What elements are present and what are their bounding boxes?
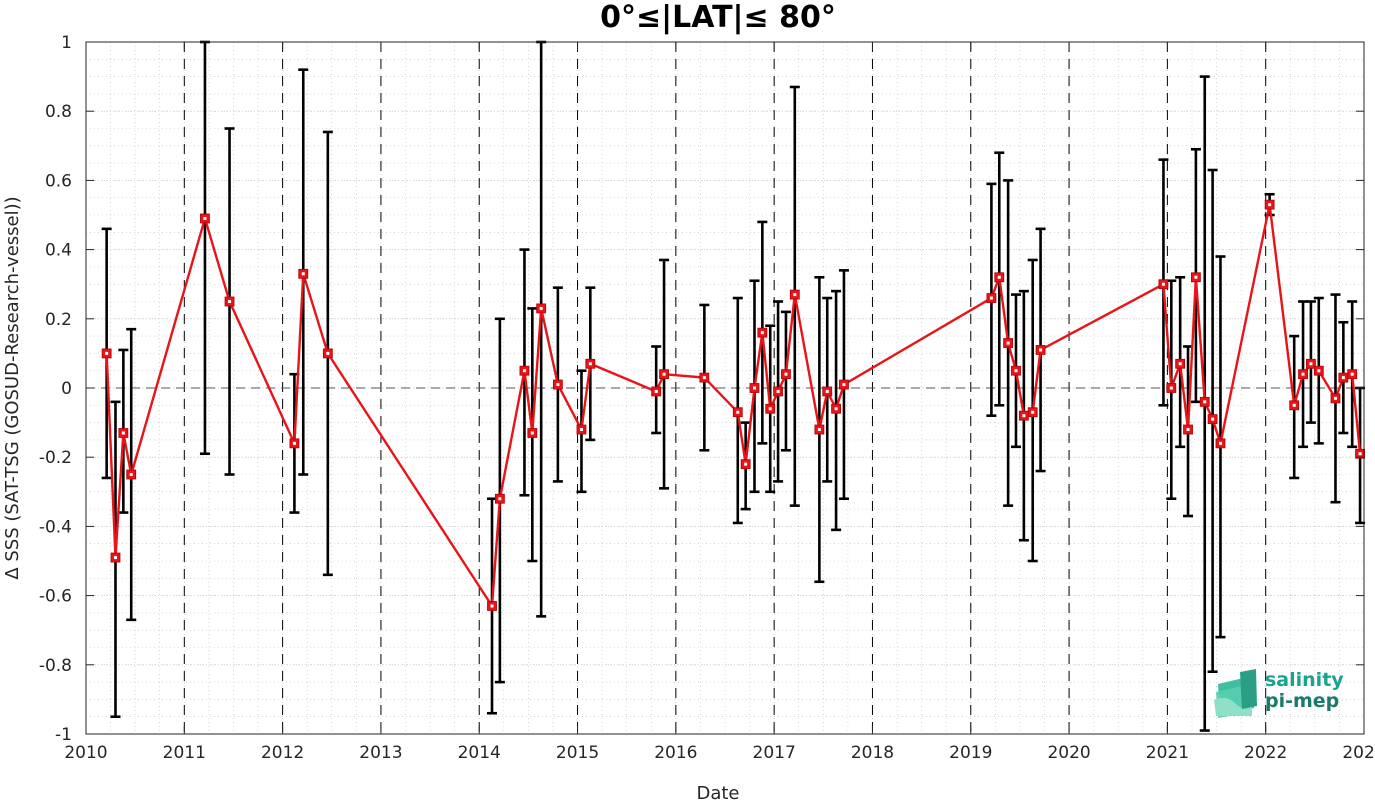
- y-tick-label: -1: [55, 725, 72, 745]
- x-axis-title: Date: [696, 783, 739, 801]
- data-point-marker-center: [817, 428, 821, 432]
- data-point-marker-center: [1203, 400, 1207, 404]
- data-point-marker-center: [129, 473, 133, 476]
- data-point-marker-center: [579, 428, 583, 432]
- x-tick-label: 2012: [261, 743, 304, 763]
- x-tick-label: 2018: [851, 743, 894, 763]
- y-tick-label: 0.8: [45, 102, 72, 122]
- y-tick-label: 0.6: [45, 171, 72, 191]
- x-tick-label: 2016: [654, 743, 697, 763]
- data-point-marker-center: [556, 383, 560, 387]
- axis-ticks: [85, 41, 1365, 735]
- data-point-marker-center: [744, 462, 748, 466]
- salinity-pimep-logo: salinity pi-mep: [1214, 669, 1344, 718]
- data-point-marker-center: [793, 293, 797, 297]
- data-point-marker-center: [989, 296, 993, 300]
- data-point-marker-center: [301, 272, 305, 276]
- data-point-marker-center: [539, 306, 543, 310]
- data-point-marker-center: [228, 300, 232, 303]
- data-point-marker-center: [1022, 414, 1026, 418]
- data-point-marker-center: [1178, 362, 1182, 366]
- wave-logo-icon: [1214, 669, 1257, 718]
- data-point-marker-center: [662, 372, 666, 376]
- x-tick-label: 2017: [753, 743, 796, 763]
- y-tick-labels: 1 0.8 0.6 0.4 0.2 0 -0.2 -0.4 -0.6 -0.8 -1: [39, 33, 72, 745]
- data-point-marker-center: [498, 497, 502, 501]
- data-point-marker-center: [1039, 348, 1043, 352]
- logo-text-pimep: pi-mep: [1265, 690, 1339, 712]
- y-tick-label: -0.4: [39, 517, 72, 537]
- data-point-marker-center: [1350, 372, 1354, 376]
- data-point-marker-center: [530, 431, 534, 435]
- data-point-marker-center: [768, 407, 772, 411]
- data-point-marker-center: [1194, 275, 1198, 279]
- data-point-marker-center: [784, 372, 788, 376]
- data-point-marker-center: [490, 604, 494, 608]
- x-tick-label: 2014: [458, 743, 501, 763]
- x-tick-label: 2011: [163, 743, 206, 763]
- data-point-marker-center: [522, 369, 526, 373]
- data-point-marker-center: [1358, 452, 1362, 456]
- data-point-marker-center: [736, 410, 740, 414]
- x-tick-label: 2010: [64, 743, 107, 763]
- x-tick-label: 2022: [1244, 743, 1287, 763]
- data-point-marker-center: [702, 376, 706, 380]
- data-point-marker-center: [1161, 282, 1165, 286]
- data-point-marker-center: [105, 351, 109, 355]
- data-point-marker-center: [1341, 376, 1345, 380]
- y-axis-title: Δ SSS (SAT-TSG (GOSUD-Research-vessel)): [2, 196, 23, 579]
- data-point-marker-center: [842, 383, 846, 387]
- y-tick-label: -0.6: [39, 587, 72, 607]
- y-tick-label: -0.8: [39, 656, 72, 676]
- data-point-marker-center: [1006, 341, 1010, 345]
- data-point-marker-center: [825, 389, 829, 393]
- data-point-marker-center: [997, 275, 1001, 279]
- data-point-marker-center: [776, 389, 780, 393]
- y-tick-label: 0: [61, 379, 72, 399]
- data-point-marker-center: [1218, 441, 1222, 445]
- data-point-marker-center: [113, 556, 117, 560]
- data-point-marker-center: [326, 351, 330, 355]
- series-group: [101, 199, 1365, 611]
- y-tick-label: -0.2: [39, 448, 72, 468]
- x-tick-label: 2020: [1047, 743, 1090, 763]
- y-tick-label: 1: [61, 33, 72, 53]
- data-point-marker-center: [1014, 369, 1018, 373]
- data-point-marker-center: [1186, 428, 1190, 432]
- data-point-marker-center: [1268, 203, 1272, 207]
- x-tick-label: 2023: [1342, 743, 1375, 763]
- data-point-marker-center: [1309, 362, 1313, 366]
- x-tick-label: 2021: [1146, 743, 1189, 763]
- data-point-marker-center: [1211, 417, 1215, 421]
- data-point-marker-center: [1292, 403, 1296, 407]
- chart-title: 0°≤|LAT|≤ 80°: [600, 0, 836, 35]
- data-point-marker-center: [1169, 386, 1173, 390]
- x-tick-label: 2015: [556, 743, 599, 763]
- data-point-marker-center: [654, 389, 658, 393]
- y-tick-label: 0.4: [45, 241, 72, 261]
- x-tick-labels: 2010 2011 2012 2013 2014 2015 2016 2017 2018 2019…: [64, 743, 1375, 763]
- data-point-marker-center: [1301, 372, 1305, 376]
- data-point-marker-center: [121, 431, 125, 435]
- x-tick-label: 2019: [949, 743, 992, 763]
- y-tick-label: 0.2: [45, 310, 72, 330]
- data-point-marker-center: [1031, 410, 1035, 414]
- data-point-marker-center: [292, 441, 296, 445]
- logo-text-salinity: salinity: [1265, 669, 1344, 691]
- data-point-marker-center: [588, 362, 592, 366]
- data-point-marker-center: [203, 216, 207, 220]
- x-tick-label: 2013: [359, 743, 402, 763]
- data-point-marker-center: [1333, 396, 1337, 400]
- data-point-marker-center: [752, 386, 756, 390]
- data-point-marker-center: [1317, 369, 1321, 373]
- data-point-marker-center: [834, 407, 838, 411]
- data-point-marker-center: [760, 331, 764, 335]
